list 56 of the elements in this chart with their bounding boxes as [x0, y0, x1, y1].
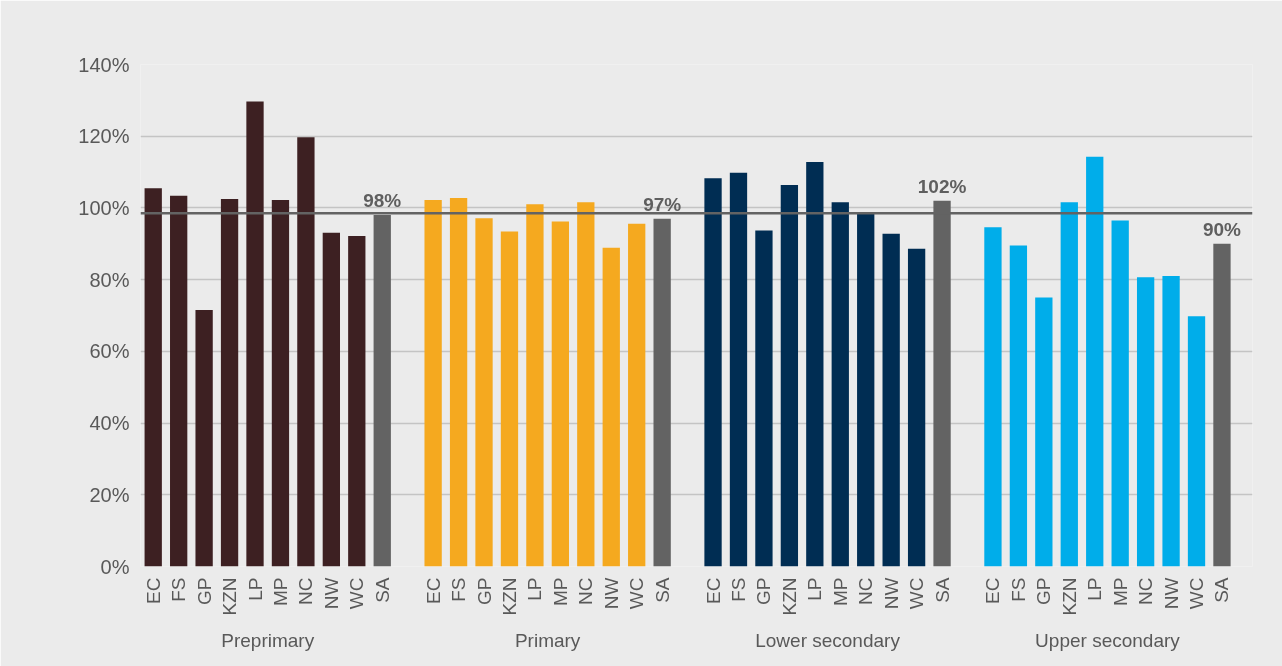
- text: Lower secondary: [755, 629, 901, 651]
- x-tick-label: FS: [448, 577, 470, 602]
- x-tick-label: WC: [626, 577, 648, 610]
- x-tick-label: NC: [295, 577, 317, 605]
- data-label: 102%: [917, 175, 967, 197]
- x-tick-label: KZN: [498, 577, 520, 616]
- y-tick-label: 60%: [89, 340, 130, 363]
- x-tick-label: NC: [855, 577, 877, 605]
- x-tick-label: LP: [1084, 577, 1106, 601]
- x-tick-label: NC: [575, 577, 597, 605]
- x-tick-label: FS: [168, 577, 190, 602]
- x-tick-label: EC: [982, 577, 1004, 604]
- x-tick-label: MP: [549, 577, 571, 606]
- x-tick-label: LP: [524, 577, 546, 601]
- x-tick-label: NW: [1160, 577, 1182, 610]
- data-label: 98%: [363, 190, 402, 212]
- x-tick-label: NW: [880, 577, 902, 610]
- x-tick-label: LP: [804, 577, 826, 601]
- x-tick-label: SA: [371, 577, 393, 603]
- x-tick-label: WC: [906, 577, 928, 610]
- x-tick-label: KZN: [778, 577, 800, 616]
- x-tick-label: GP: [753, 577, 775, 605]
- text: Preprimary: [221, 629, 315, 651]
- y-tick-label: 140%: [78, 53, 130, 76]
- text: Upper secondary: [1035, 629, 1181, 651]
- data-label: 90%: [1202, 218, 1242, 240]
- x-tick-label: KZN: [219, 577, 241, 616]
- x-tick-label: NW: [600, 577, 622, 610]
- x-tick-label: FS: [727, 577, 749, 602]
- x-tick-label: GP: [193, 577, 215, 605]
- x-tick-label: MP: [269, 577, 291, 606]
- x-tick-label: GP: [473, 577, 495, 605]
- x-tick-label: SA: [651, 577, 673, 603]
- x-tick-label: MP: [1109, 577, 1131, 606]
- x-tick-label: MP: [829, 577, 851, 606]
- y-tick-label: 20%: [89, 483, 130, 506]
- y-tick-label: 40%: [89, 412, 130, 435]
- x-tick-label: EC: [142, 577, 164, 604]
- x-tick-label: SA: [931, 577, 953, 603]
- y-tick-label: 80%: [89, 268, 130, 291]
- x-tick-label: LP: [244, 577, 266, 601]
- data-label: 97%: [643, 193, 682, 215]
- x-tick-label: EC: [702, 577, 724, 604]
- text: Primary: [514, 629, 581, 651]
- x-tick-label: KZN: [1058, 577, 1080, 616]
- y-tick-label: 100%: [78, 196, 130, 219]
- x-tick-label: NW: [320, 577, 342, 610]
- x-tick-label: FS: [1007, 577, 1029, 602]
- y-tick-label: 0%: [100, 555, 130, 578]
- x-tick-label: WC: [1186, 577, 1208, 610]
- x-tick-label: WC: [346, 577, 368, 610]
- x-tick-label: GP: [1033, 577, 1055, 605]
- x-tick-label: SA: [1211, 577, 1233, 603]
- x-tick-label: NC: [1135, 577, 1157, 605]
- y-tick-label: 120%: [78, 125, 130, 148]
- x-tick-label: EC: [422, 577, 444, 604]
